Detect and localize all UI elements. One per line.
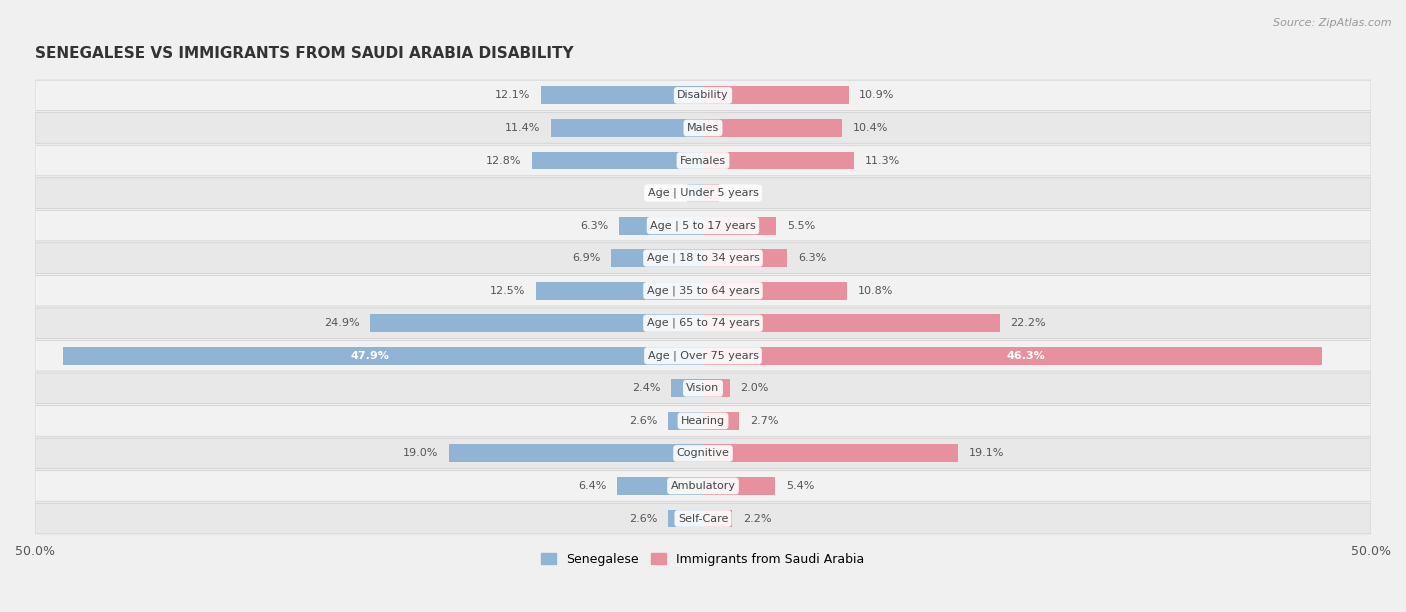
Text: 1.2%: 1.2% [648,188,676,198]
Bar [668,510,703,528]
Bar [551,119,703,137]
Bar [703,282,848,300]
Text: 10.9%: 10.9% [859,91,894,100]
Text: SENEGALESE VS IMMIGRANTS FROM SAUDI ARABIA DISABILITY: SENEGALESE VS IMMIGRANTS FROM SAUDI ARAB… [35,46,574,61]
FancyBboxPatch shape [35,275,1371,306]
Text: 2.6%: 2.6% [630,513,658,523]
Text: Self-Care: Self-Care [678,513,728,523]
Text: Age | 18 to 34 years: Age | 18 to 34 years [647,253,759,263]
FancyBboxPatch shape [35,438,1371,469]
Text: 2.7%: 2.7% [749,416,779,426]
FancyBboxPatch shape [35,406,1371,436]
Bar [688,184,703,202]
Text: Age | Over 75 years: Age | Over 75 years [648,351,758,361]
Text: 5.5%: 5.5% [787,220,815,231]
FancyBboxPatch shape [35,340,1371,371]
Bar [536,282,703,300]
Bar [703,477,775,495]
FancyBboxPatch shape [35,308,1371,338]
Text: 6.4%: 6.4% [578,481,607,491]
Text: Source: ZipAtlas.com: Source: ZipAtlas.com [1274,18,1392,28]
Bar [703,347,1322,365]
Text: Cognitive: Cognitive [676,449,730,458]
Text: 6.9%: 6.9% [572,253,600,263]
FancyBboxPatch shape [35,503,1371,534]
Text: 22.2%: 22.2% [1011,318,1046,328]
FancyBboxPatch shape [35,80,1371,111]
FancyBboxPatch shape [35,113,1371,143]
Text: Hearing: Hearing [681,416,725,426]
Text: 12.1%: 12.1% [495,91,530,100]
Bar [619,217,703,234]
Text: Vision: Vision [686,383,720,394]
Text: Age | Under 5 years: Age | Under 5 years [648,188,758,198]
Text: 10.8%: 10.8% [858,286,893,296]
FancyBboxPatch shape [35,145,1371,176]
Bar [703,412,740,430]
Text: Males: Males [688,123,718,133]
Text: 2.4%: 2.4% [631,383,661,394]
Text: 2.0%: 2.0% [741,383,769,394]
Text: 19.1%: 19.1% [969,449,1004,458]
FancyBboxPatch shape [35,373,1371,404]
Text: 1.2%: 1.2% [730,188,758,198]
Legend: Senegalese, Immigrants from Saudi Arabia: Senegalese, Immigrants from Saudi Arabia [541,553,865,566]
FancyBboxPatch shape [35,471,1371,501]
Bar [703,152,853,170]
Bar [703,249,787,267]
Bar [668,412,703,430]
Bar [671,379,703,397]
Text: 5.4%: 5.4% [786,481,814,491]
Bar [703,184,718,202]
Bar [541,86,703,105]
Text: 47.9%: 47.9% [350,351,389,361]
Text: Females: Females [681,155,725,165]
Bar [449,444,703,463]
FancyBboxPatch shape [35,211,1371,241]
Bar [703,444,957,463]
Bar [531,152,703,170]
Text: Age | 35 to 64 years: Age | 35 to 64 years [647,285,759,296]
Bar [617,477,703,495]
Bar [610,249,703,267]
Bar [703,86,849,105]
Text: 6.3%: 6.3% [579,220,609,231]
Text: 19.0%: 19.0% [404,449,439,458]
Text: 11.3%: 11.3% [865,155,900,165]
Bar [703,510,733,528]
Text: 2.6%: 2.6% [630,416,658,426]
Text: 24.9%: 24.9% [323,318,360,328]
Text: 12.8%: 12.8% [486,155,522,165]
Text: Ambulatory: Ambulatory [671,481,735,491]
Text: 12.5%: 12.5% [489,286,526,296]
Text: Age | 5 to 17 years: Age | 5 to 17 years [650,220,756,231]
FancyBboxPatch shape [35,243,1371,274]
Bar [703,119,842,137]
Text: Age | 65 to 74 years: Age | 65 to 74 years [647,318,759,329]
Bar [703,379,730,397]
Text: 46.3%: 46.3% [1007,351,1045,361]
Bar [703,315,1000,332]
FancyBboxPatch shape [35,177,1371,208]
Bar [63,347,703,365]
Text: 10.4%: 10.4% [852,123,889,133]
Bar [703,217,776,234]
Text: 6.3%: 6.3% [797,253,827,263]
Bar [370,315,703,332]
Text: Disability: Disability [678,91,728,100]
Text: 11.4%: 11.4% [505,123,540,133]
Text: 2.2%: 2.2% [744,513,772,523]
